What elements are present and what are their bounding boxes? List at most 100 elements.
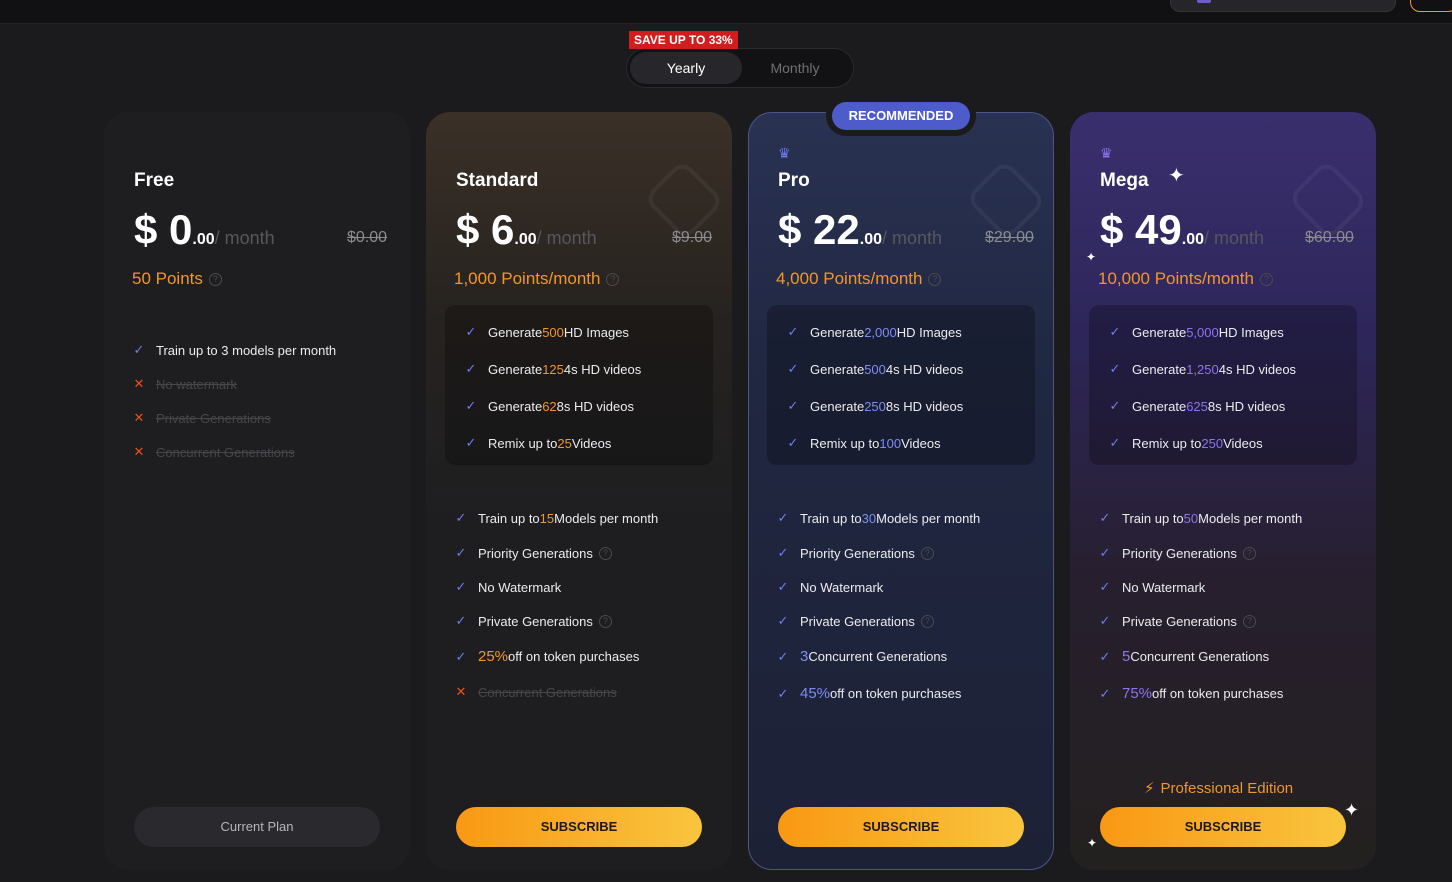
crown-icon: ♛ xyxy=(1100,145,1113,161)
feature-item-disabled: ✕ Concurrent Generations xyxy=(455,684,617,700)
check-icon: ✓ xyxy=(465,398,477,413)
check-icon: ✓ xyxy=(455,648,467,664)
check-icon: ✓ xyxy=(455,579,467,594)
question-circle-icon[interactable]: ? xyxy=(928,273,942,287)
box-item: ✓ Generate 625 8s HD videos xyxy=(1109,398,1286,414)
feature-item: ✓ Priority Generations? xyxy=(1098,545,1256,561)
subscribe-button-standard[interactable]: SUBSCRIBE xyxy=(456,807,702,847)
sparkle-icon: ✦ xyxy=(1168,165,1185,187)
check-icon: ✓ xyxy=(1099,685,1111,701)
old-price: $60.00 xyxy=(1305,229,1354,246)
check-icon: ✓ xyxy=(1099,613,1111,628)
old-price: $29.00 xyxy=(985,229,1034,246)
top-bar xyxy=(0,0,1452,24)
professional-edition-label: ⚡ Professional Edition xyxy=(1144,780,1294,797)
cross-icon: ✕ xyxy=(133,376,145,391)
check-icon: ✓ xyxy=(787,324,799,339)
points-allowance: 10,000 Points/month? xyxy=(1098,269,1273,289)
check-icon: ✓ xyxy=(1099,510,1111,525)
box-item: ✓ Generate 5,000 HD Images xyxy=(1109,324,1284,340)
sparkle-icon: ✦ xyxy=(1087,836,1098,850)
feature-item: ✓ Priority Generations? xyxy=(776,545,934,561)
box-item: ✓ Generate 2,000 HD Images xyxy=(787,324,962,340)
box-item: ✓ Generate 125 4s HD videos xyxy=(465,361,642,377)
plan-name: Standard xyxy=(456,170,539,191)
subscribe-button-mega[interactable]: SUBSCRIBE xyxy=(1100,807,1346,847)
plan-card-pro xyxy=(748,112,1054,870)
plan-price: $ 49.00/ month xyxy=(1100,206,1265,253)
points-allowance: 1,000 Points/month? xyxy=(454,269,620,289)
feature-item: ✓ Train up to 50 Models per month xyxy=(1099,510,1303,526)
check-icon: ✓ xyxy=(465,361,477,376)
feature-item: ✓ 3 Concurrent Generations xyxy=(777,648,948,665)
plan-price: $ 0.00/ month xyxy=(134,206,275,253)
feature-item: ✓ Priority Generations? xyxy=(454,545,612,561)
box-item: ✓ Generate 62 8s HD videos xyxy=(465,398,634,414)
recommended-badge: RECOMMENDED xyxy=(832,102,970,130)
feature-item: ✓ Train up to 3 models per month xyxy=(133,342,337,358)
generation-limits-box xyxy=(1089,305,1357,465)
check-icon: ✓ xyxy=(1109,435,1121,450)
check-icon: ✓ xyxy=(777,510,789,525)
question-circle-icon[interactable]: ? xyxy=(598,546,612,560)
box-item: ✓ Remix up to 100 Videos xyxy=(787,435,941,451)
question-circle-icon[interactable]: ? xyxy=(920,614,934,628)
box-item: ✓ Generate 500 HD Images xyxy=(465,324,629,340)
check-icon: ✓ xyxy=(777,648,789,664)
billing-toggle: Yearly Monthly xyxy=(626,48,854,88)
old-price: $0.00 xyxy=(347,229,388,246)
check-icon: ✓ xyxy=(455,545,467,560)
subscribe-button-pro[interactable]: SUBSCRIBE xyxy=(778,807,1024,847)
question-circle-icon[interactable]: ? xyxy=(1242,614,1256,628)
check-icon: ✓ xyxy=(455,510,467,525)
feature-item: ✓ Train up to 15 Models per month xyxy=(455,510,659,526)
check-icon: ✓ xyxy=(1099,545,1111,560)
bolt-icon: ⚡ xyxy=(1144,780,1155,797)
cross-icon: ✕ xyxy=(455,684,467,699)
save-badge: SAVE UP TO 33% xyxy=(629,31,738,49)
box-item: ✓ Remix up to 250 Videos xyxy=(1109,435,1263,451)
feature-item: ✓ No Watermark xyxy=(777,579,884,595)
check-icon: ✓ xyxy=(787,435,799,450)
feature-item-disabled: ✕ No watermark xyxy=(133,376,237,392)
question-circle-icon[interactable]: ? xyxy=(208,273,222,287)
tab-yearly[interactable]: Yearly xyxy=(630,52,742,84)
cross-icon: ✕ xyxy=(133,410,145,425)
check-icon: ✓ xyxy=(1109,361,1121,376)
check-icon: ✓ xyxy=(1099,579,1111,594)
box-item: ✓ Remix up to 25 Videos xyxy=(465,435,612,451)
check-icon: ✓ xyxy=(455,613,467,628)
check-icon: ✓ xyxy=(787,361,799,376)
crown-icon: ♛ xyxy=(778,145,791,161)
plan-name: Pro xyxy=(778,170,810,191)
check-icon: ✓ xyxy=(777,545,789,560)
winners-announced-button[interactable] xyxy=(1170,0,1396,12)
check-icon: ✓ xyxy=(1099,648,1111,664)
feature-item: ✓ Private Generations? xyxy=(454,613,612,629)
feature-item: ✓ Private Generations? xyxy=(1098,613,1256,629)
question-circle-icon[interactable]: ? xyxy=(920,546,934,560)
check-icon: ✓ xyxy=(465,324,477,339)
question-circle-icon[interactable]: ? xyxy=(598,614,612,628)
question-circle-icon[interactable]: ? xyxy=(1259,273,1273,287)
generation-limits-box xyxy=(445,305,713,465)
feature-item: ✓ No Watermark xyxy=(1099,579,1206,595)
box-item: ✓ Generate 250 8s HD videos xyxy=(787,398,964,414)
check-icon: ✓ xyxy=(787,398,799,413)
question-circle-icon[interactable]: ? xyxy=(606,273,620,287)
plan-price: $ 22.00/ month xyxy=(778,206,943,253)
feature-item: ✓ Private Generations? xyxy=(776,613,934,629)
plan-card-mega xyxy=(1070,112,1376,870)
check-icon: ✓ xyxy=(777,613,789,628)
question-circle-icon[interactable]: ? xyxy=(1242,546,1256,560)
feature-item-disabled: ✕ Private Generations xyxy=(133,410,271,426)
current-plan-button[interactable]: Current Plan xyxy=(134,807,380,847)
check-icon: ✓ xyxy=(1109,324,1121,339)
sparkle-icon: ✦ xyxy=(1344,800,1360,820)
feature-item: ✓ 45% off on token purchases xyxy=(777,685,962,702)
tab-monthly[interactable]: Monthly xyxy=(770,60,820,76)
feature-item-disabled: ✕ Concurrent Generations xyxy=(133,444,295,460)
premium-badge[interactable] xyxy=(1410,0,1452,12)
feature-item: ✓ No Watermark xyxy=(455,579,562,595)
feature-item: ✓ Train up to 30 Models per month xyxy=(777,510,981,526)
